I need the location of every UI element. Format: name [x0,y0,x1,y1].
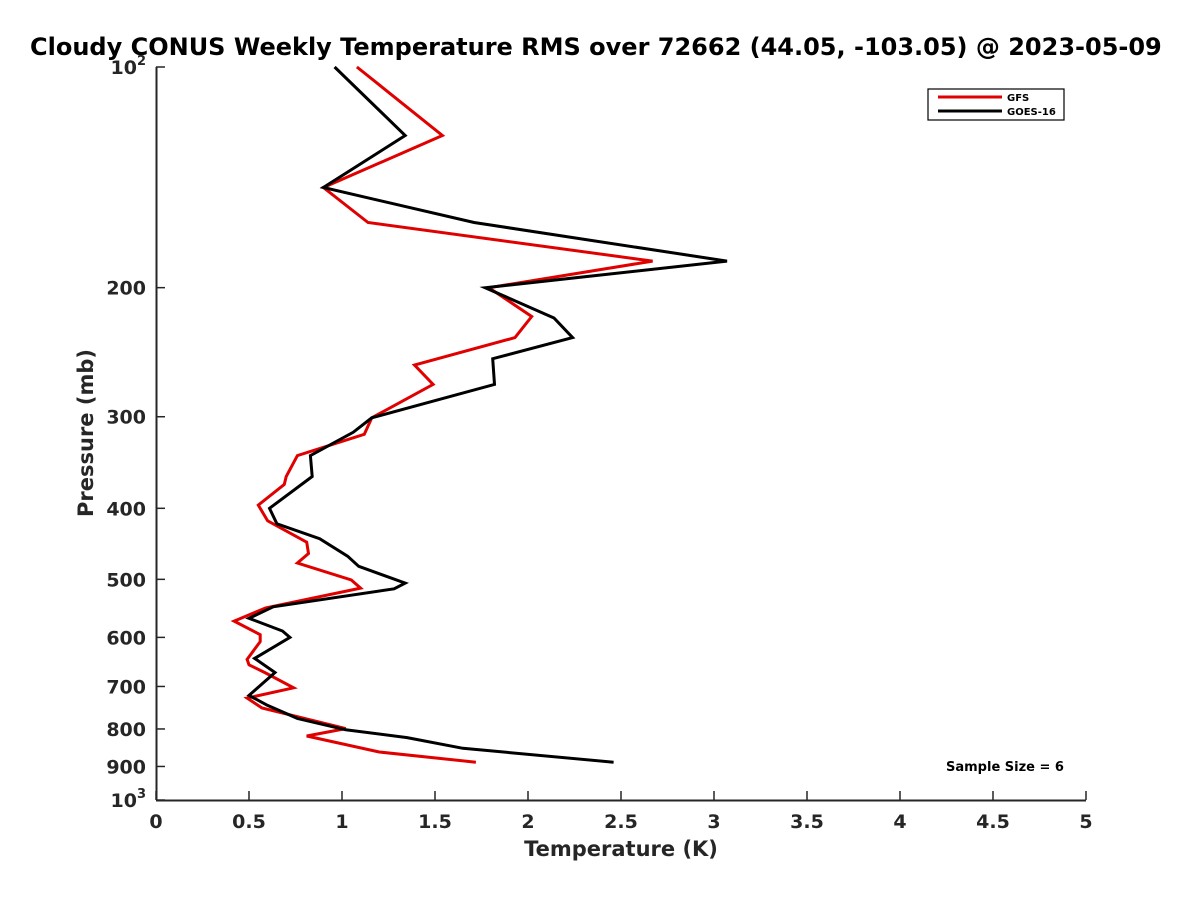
y-tick-label: 400 [106,498,146,520]
x-tick-label: 1 [335,811,348,833]
x-tick-label: 4 [893,811,906,833]
legend: GFS GOES-16 [927,88,1065,121]
legend-box [927,88,1065,121]
y-tick-label: 200 [106,278,146,300]
x-axis-label: Temperature (K) [524,837,718,861]
y-tick-label: 700 [106,676,146,698]
y-tick-label: 300 [106,407,146,429]
sample-size-annotation: Sample Size = 6 [946,760,1064,775]
y-tick-label: 500 [106,569,146,591]
x-tick-label: 2.5 [604,811,638,833]
series-line-goes16 [245,65,728,764]
x-tick-label: 3 [707,811,720,833]
x-tick-label: 0 [149,811,162,833]
legend-label-gfs: GFS [1007,93,1029,104]
series-lines [230,65,728,764]
series-line-gfs [230,65,653,764]
y-ticks: 102 200 300 400 500 600 700 800 900 103 [106,54,165,812]
x-tick-label: 2 [521,811,534,833]
y-tick-label: 800 [106,719,146,741]
x-tick-label: 5 [1079,811,1092,833]
y-tick-label: 102 [111,54,147,79]
x-tick-label: 1.5 [418,811,452,833]
y-tick-label: 103 [111,787,147,812]
legend-label-goes16: GOES-16 [1007,107,1056,118]
y-tick-label: 900 [106,756,146,778]
axes [155,67,1086,802]
chart-title: Cloudy CONUS Weekly Temperature RMS over… [30,33,1162,61]
x-ticks: 0 0.5 1 1.5 2 2.5 3 3.5 4 4.5 5 [149,791,1093,833]
x-tick-label: 3.5 [790,811,824,833]
x-tick-label: 0.5 [232,811,266,833]
y-axis-label: Pressure (mb) [74,349,98,517]
y-tick-label: 600 [106,627,146,649]
x-tick-label: 4.5 [976,811,1010,833]
